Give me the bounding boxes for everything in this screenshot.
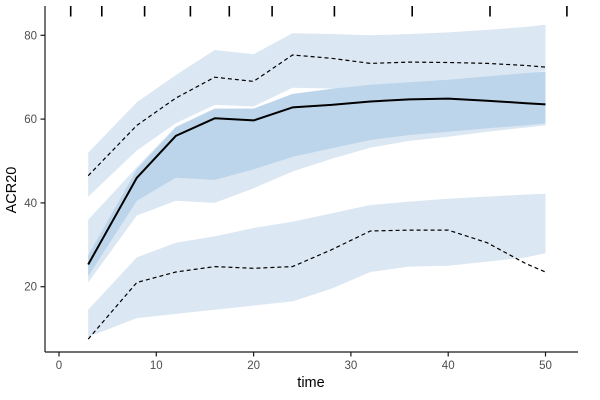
x-tick-label: 20 [247, 360, 260, 372]
middle-solid-curve [87, 97, 546, 265]
x-axis-title: time [297, 375, 324, 391]
x-tick-label: 40 [442, 360, 455, 372]
x-tick-label: 30 [345, 360, 358, 372]
tick-labels-layer: 20 40 60 80 0 10 20 30 40 50 [24, 30, 552, 372]
top-rug-layer [69, 6, 568, 17]
lower-dashed-curve [87, 229, 546, 340]
y-tick-label: 60 [24, 114, 37, 126]
y-tick-label: 20 [24, 282, 37, 294]
upper-confidence-ribbon [88, 24, 546, 197]
upper-dashed-curve [87, 54, 546, 177]
lower-confidence-ribbon [88, 193, 546, 337]
lines-layer [87, 54, 546, 340]
ribbons-layer [88, 24, 546, 337]
x-tick-label: 50 [539, 360, 552, 372]
x-tick-label: 10 [150, 360, 163, 372]
y-axis-title: ACR20 [4, 167, 20, 214]
axes-layer [40, 6, 578, 357]
y-tick-label: 40 [24, 198, 37, 210]
x-tick-label: 0 [56, 360, 62, 372]
y-tick-label: 80 [24, 30, 37, 42]
